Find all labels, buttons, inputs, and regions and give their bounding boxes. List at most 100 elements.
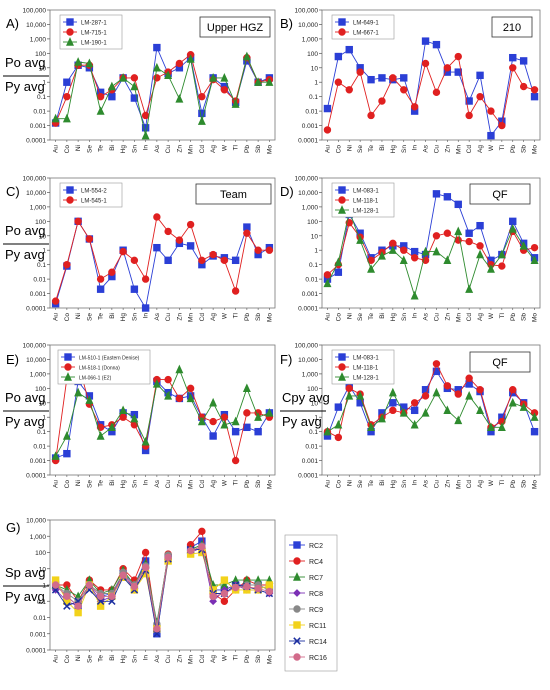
- x-tick-label: Ag: [210, 313, 217, 321]
- data-point: [96, 106, 105, 115]
- x-tick-label: Co: [335, 313, 342, 322]
- y-tick-label: 1,000: [30, 204, 47, 211]
- legend-label: LM-128-1: [353, 209, 379, 215]
- y-tick-label: 0.01: [305, 277, 318, 284]
- data-point: [400, 246, 408, 254]
- data-point: [432, 40, 441, 49]
- x-tick-label: Sb: [255, 480, 262, 488]
- legend: LM-649-1 LM-667-1: [331, 14, 395, 40]
- panel-b: B)100,000 10,000 1,000 100 10 1 0.1 0.01 0.001 0.…: [280, 8, 541, 154]
- x-tick-label: Ag: [477, 145, 484, 153]
- data-point: [209, 432, 217, 440]
- data-point: [486, 264, 495, 273]
- y-tick-label: 10: [39, 233, 47, 240]
- x-tick-label: Tl: [233, 144, 240, 150]
- data-point: [323, 104, 332, 113]
- legend: LM-287-1 LM-715-1 LM-190-1: [59, 14, 123, 50]
- data-point: [74, 217, 82, 226]
- data-point: [378, 97, 386, 105]
- y-tick-label: 100: [35, 550, 46, 557]
- data-point: [152, 62, 161, 72]
- x-tick-label: Sb: [255, 313, 262, 321]
- x-tick-label: In: [412, 145, 419, 151]
- y-tick-label: 0.01: [33, 109, 46, 116]
- data-point: [141, 304, 150, 312]
- legend-frame: [284, 534, 338, 672]
- legend-label: LM-118-1: [353, 366, 379, 372]
- data-point: [432, 190, 441, 198]
- legend-marker: [293, 637, 301, 645]
- data-point: [476, 92, 484, 101]
- data-point: [209, 397, 218, 407]
- data-point: [519, 240, 528, 250]
- y-tick-label: 1,000: [30, 371, 47, 378]
- x-tick-label: Au: [53, 480, 60, 488]
- legend-label: LM-649-1: [353, 21, 379, 27]
- series-lm-128-1: [323, 387, 539, 436]
- panel-letter: D): [280, 184, 294, 199]
- x-tick-label: Ni: [346, 480, 353, 486]
- data-point: [186, 220, 195, 229]
- y-tick-label: 100: [307, 386, 318, 393]
- series-line: [55, 361, 270, 461]
- x-tick-label: Mn: [455, 145, 462, 154]
- y-tick-label: 0.001: [30, 631, 47, 638]
- legend-frame: [59, 182, 123, 208]
- data-point: [334, 433, 343, 442]
- x-tick-label: Sn: [131, 145, 138, 153]
- x-tick-label: Mo: [266, 145, 273, 154]
- y-tick-label: 0.1: [37, 262, 46, 269]
- legend: LM-083-1 LM-118-1 LM-128-1: [331, 349, 395, 385]
- data-point: [186, 384, 195, 393]
- data-point: [231, 287, 240, 295]
- y-tick-label: 1: [42, 248, 46, 255]
- data-point: [198, 527, 206, 536]
- y-tick-label: 0.1: [37, 94, 46, 101]
- data-point: [220, 597, 229, 605]
- data-point: [96, 285, 105, 293]
- y-tick-label: 0.1: [309, 94, 318, 101]
- data-point: [388, 387, 397, 397]
- data-point: [141, 436, 150, 446]
- data-point: [378, 74, 386, 82]
- x-tick-label: W: [221, 312, 228, 319]
- data-point: [254, 246, 262, 254]
- x-tick-label: Zn: [444, 313, 451, 321]
- x-tick-label: Cd: [199, 655, 206, 664]
- data-point: [51, 113, 60, 123]
- data-point: [345, 86, 353, 94]
- x-tick-label: Pb: [510, 145, 517, 153]
- x-tick-label: Sn: [131, 480, 138, 488]
- data-point: [509, 217, 517, 226]
- data-point: [265, 246, 274, 254]
- legend-label: LM-118-1: [353, 199, 379, 205]
- x-tick-label: Se: [86, 313, 93, 321]
- x-tick-label: Te: [98, 313, 105, 320]
- data-point: [62, 431, 71, 440]
- data-point: [443, 382, 452, 390]
- x-tick-label: Te: [98, 145, 105, 152]
- legend-label: RC2: [309, 543, 323, 550]
- legend-label: RC4: [309, 559, 323, 566]
- series-lm-545-1: [51, 213, 274, 305]
- data-point: [96, 431, 105, 440]
- y-tick-label: 0.01: [33, 444, 46, 451]
- x-tick-label: Hg: [120, 145, 127, 154]
- data-point: [432, 367, 441, 376]
- y-tick-label: 0.1: [37, 599, 46, 606]
- data-point: [476, 71, 484, 80]
- data-point: [231, 456, 240, 465]
- data-point: [519, 402, 528, 411]
- x-tick-label: Bi: [379, 145, 386, 151]
- data-point: [63, 78, 71, 86]
- legend-marker: [66, 28, 74, 36]
- data-point: [231, 256, 240, 265]
- data-point: [243, 423, 251, 432]
- data-point: [186, 393, 195, 403]
- x-tick-label: Mn: [455, 480, 462, 489]
- x-tick-label: Hg: [390, 313, 397, 322]
- x-tick-label: Tl: [233, 654, 240, 660]
- x-tick-label: W: [221, 479, 228, 486]
- data-point: [141, 130, 150, 140]
- x-tick-label: Cu: [165, 655, 172, 664]
